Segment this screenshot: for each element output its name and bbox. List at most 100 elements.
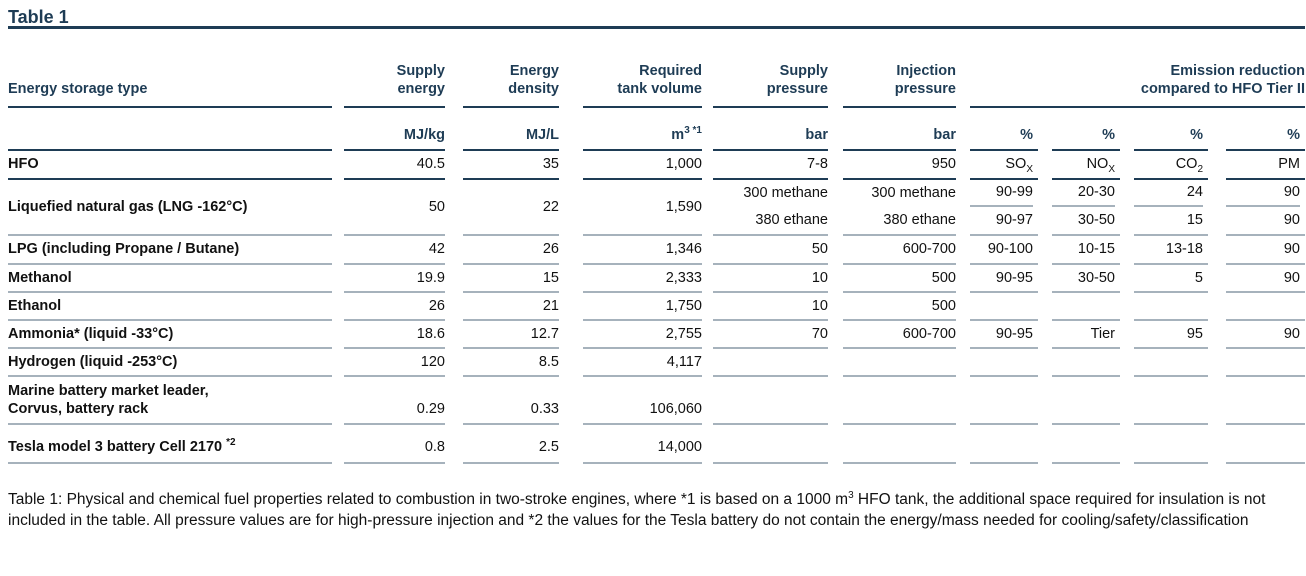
cell-pm: 90 — [1226, 236, 1305, 265]
cell-supply-pressure: 300 methane 380 ethane — [713, 180, 828, 236]
unit-bar-supply: bar — [713, 108, 828, 151]
cell-nox: Tier — [1052, 321, 1120, 349]
cell-co2: 24 15 — [1134, 180, 1208, 236]
cell-supply-pressure: 7-8 — [713, 151, 828, 180]
cell-sox: 90-95 — [970, 265, 1038, 293]
cell-supply-pressure: 50 — [713, 236, 828, 265]
cell-sox — [970, 377, 1038, 425]
cell-injection-pressure: 600-700 — [843, 236, 956, 265]
row-label: Marine battery market leader, Corvus, ba… — [8, 377, 332, 425]
page-title: Table 1 — [8, 7, 69, 27]
row-label: Ethanol — [8, 293, 332, 321]
row-ammonia: Ammonia* (liquid -33°C) 18.6 12.7 2,755 … — [8, 321, 1305, 349]
cell-supply-pressure: 70 — [713, 321, 828, 349]
unit-mj-kg: MJ/kg — [344, 108, 445, 151]
cell-pm — [1226, 293, 1305, 321]
col-header-required-tank-volume: Required tank volume — [583, 29, 702, 108]
cell-sox — [970, 293, 1038, 321]
cell-pm: 90 — [1226, 265, 1305, 293]
row-lpg: LPG (including Propane / Butane) 42 26 1… — [8, 236, 1305, 265]
row-label: HFO — [8, 151, 332, 180]
cell-nox — [1052, 293, 1120, 321]
title-rule — [8, 26, 1305, 29]
cell-species-sox: SOX — [970, 151, 1038, 180]
cell-tank-volume: 1,750 — [583, 293, 702, 321]
cell-tank-volume: 4,117 — [583, 349, 702, 377]
cell-co2: 5 — [1134, 265, 1208, 293]
units-row: MJ/kg MJ/L m3 *1 bar bar % % % % — [8, 108, 1305, 151]
row-ethanol: Ethanol 26 21 1,750 10 500 — [8, 293, 1305, 321]
cell-pm — [1226, 349, 1305, 377]
col-header-energy-storage-type: Energy storage type — [8, 29, 332, 108]
cell-supply-energy: 18.6 — [344, 321, 445, 349]
cell-tank-volume: 1,590 — [583, 180, 702, 236]
cell-supply-energy: 42 — [344, 236, 445, 265]
cell-nox — [1052, 377, 1120, 425]
row-label: Liquefied natural gas (LNG -162°C) — [8, 180, 332, 236]
cell-nox — [1052, 349, 1120, 377]
cell-nox — [1052, 425, 1120, 464]
cell-sox — [970, 425, 1038, 464]
cell-supply-energy: 0.8 — [344, 425, 445, 464]
col-header-injection-pressure: Injection pressure — [843, 29, 956, 108]
column-header-row: Energy storage type Supply energy Energy… — [8, 29, 1305, 108]
sub-row-ethane: 380 ethane — [883, 212, 956, 228]
cell-injection-pressure: 300 methane 380 ethane — [843, 180, 956, 236]
cell-energy-density: 12.7 — [463, 321, 559, 349]
cell-co2 — [1134, 293, 1208, 321]
cubic-meter-superscript: 3 — [848, 489, 854, 501]
units-label-spacer — [8, 108, 332, 151]
cell-sox: 90-95 — [970, 321, 1038, 349]
unit-pct-pm: % — [1226, 108, 1305, 151]
cell-sox: 90-99 90-97 — [970, 180, 1038, 236]
col-header-supply-pressure: Supply pressure — [713, 29, 828, 108]
sub-row-ethane: 380 ethane — [755, 212, 828, 228]
cell-co2 — [1134, 425, 1208, 464]
cell-supply-energy: 40.5 — [344, 151, 445, 180]
row-methanol: Methanol 19.9 15 2,333 10 500 90-95 30-5… — [8, 265, 1305, 293]
cell-supply-pressure — [713, 349, 828, 377]
col-header-emission-reduction: Emission reduction compared to HFO Tier … — [970, 29, 1305, 108]
cell-co2 — [1134, 349, 1208, 377]
cell-nox: 20-30 30-50 — [1052, 180, 1120, 236]
row-label: LPG (including Propane / Butane) — [8, 236, 332, 265]
cell-energy-density: 26 — [463, 236, 559, 265]
cell-supply-energy: 19.9 — [344, 265, 445, 293]
cell-supply-pressure: 10 — [713, 265, 828, 293]
row-label: Ammonia* (liquid -33°C) — [8, 321, 332, 349]
cell-pm: 90 90 — [1226, 180, 1305, 236]
cell-injection-pressure — [843, 349, 956, 377]
cell-tank-volume: 1,000 — [583, 151, 702, 180]
cell-species-nox: NOX — [1052, 151, 1120, 180]
cell-energy-density: 21 — [463, 293, 559, 321]
unit-m3: m3 *1 — [583, 108, 702, 151]
cell-pm: 90 — [1226, 321, 1305, 349]
cell-pm — [1226, 425, 1305, 464]
cell-co2: 13-18 — [1134, 236, 1208, 265]
unit-pct-sox: % — [970, 108, 1038, 151]
row-hydrogen: Hydrogen (liquid -253°C) 120 8.5 4,117 — [8, 349, 1305, 377]
table-caption: Table 1: Physical and chemical fuel prop… — [8, 489, 1266, 529]
row-hfo: HFO 40.5 35 1,000 7-8 950 SOX NOX CO2 PM — [8, 151, 1305, 180]
cell-tank-volume: 2,333 — [583, 265, 702, 293]
cell-tank-volume: 1,346 — [583, 236, 702, 265]
cell-energy-density: 2.5 — [463, 425, 559, 464]
cell-co2 — [1134, 377, 1208, 425]
sub-row-methane: 300 methane — [871, 185, 956, 201]
cell-supply-pressure — [713, 425, 828, 464]
cell-co2: 95 — [1134, 321, 1208, 349]
cell-injection-pressure — [843, 425, 956, 464]
cell-tank-volume: 2,755 — [583, 321, 702, 349]
cell-species-co2: CO2 — [1134, 151, 1208, 180]
cell-supply-energy: 50 — [344, 180, 445, 236]
cell-supply-pressure — [713, 377, 828, 425]
row-tesla-battery: Tesla model 3 battery Cell 2170 *2 0.8 2… — [8, 425, 1305, 464]
footnote-1-marker: 3 *1 — [684, 125, 702, 137]
row-label: Methanol — [8, 265, 332, 293]
cell-injection-pressure: 600-700 — [843, 321, 956, 349]
cell-energy-density: 35 — [463, 151, 559, 180]
unit-bar-injection: bar — [843, 108, 956, 151]
cell-supply-energy: 120 — [344, 349, 445, 377]
cell-tank-volume: 106,060 — [583, 377, 702, 425]
